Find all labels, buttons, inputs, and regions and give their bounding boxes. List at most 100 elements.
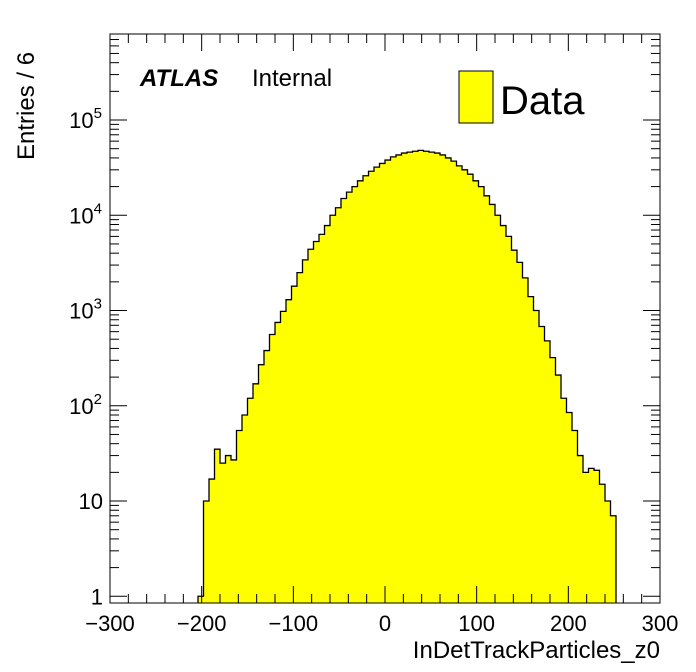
y-tick-label: 1 bbox=[91, 584, 103, 609]
histogram-bar bbox=[203, 501, 210, 603]
histogram-bar bbox=[247, 398, 254, 603]
x-axis-title: InDetTrackParticles_z0 bbox=[413, 637, 660, 664]
x-tick-label: −100 bbox=[269, 611, 319, 636]
histogram-bar bbox=[495, 215, 501, 603]
histogram-bar bbox=[341, 198, 347, 603]
histogram-bar bbox=[324, 225, 331, 604]
histogram-bar bbox=[242, 415, 248, 603]
histogram-bar bbox=[231, 459, 237, 603]
x-tick-label: 0 bbox=[379, 611, 391, 636]
histogram-bar bbox=[214, 449, 221, 603]
histogram-bar bbox=[407, 152, 413, 604]
histogram-bar bbox=[583, 472, 589, 603]
legend: Data bbox=[458, 70, 585, 124]
histogram-bar bbox=[412, 151, 419, 604]
histogram-bar bbox=[594, 470, 600, 603]
histogram-bar bbox=[264, 350, 270, 603]
histogram-bar bbox=[456, 165, 463, 603]
y-tick-label: 104 bbox=[69, 200, 102, 228]
histogram-bar bbox=[258, 364, 265, 603]
histogram-bar bbox=[253, 383, 259, 603]
histogram-bar bbox=[308, 249, 314, 604]
histogram-bar bbox=[605, 501, 611, 603]
x-tick-labels: −300 −200 −100 0 100 200 300 bbox=[85, 611, 678, 636]
histogram-bar bbox=[506, 236, 512, 603]
histogram-bar bbox=[577, 455, 584, 603]
histogram-bar bbox=[550, 357, 556, 603]
histogram-bar bbox=[363, 175, 369, 603]
histogram-bar bbox=[544, 340, 551, 603]
histogram-bar bbox=[198, 596, 204, 603]
histogram-bar bbox=[297, 272, 303, 603]
histogram-bar bbox=[335, 207, 342, 603]
y-tick-label: 102 bbox=[69, 391, 102, 419]
histogram-bar bbox=[473, 180, 479, 603]
histogram-bar bbox=[517, 262, 523, 603]
x-tick-label: 100 bbox=[458, 611, 495, 636]
histogram-bar bbox=[445, 157, 452, 604]
y-tick-label: 10 bbox=[79, 489, 103, 514]
histogram-bar bbox=[396, 154, 402, 604]
x-axis-ticks bbox=[109, 34, 661, 603]
histogram-bar bbox=[225, 455, 232, 603]
histogram-bar bbox=[390, 156, 397, 603]
histogram-bar bbox=[511, 250, 518, 603]
histogram-bar bbox=[286, 299, 292, 603]
x-tick-label: 300 bbox=[642, 611, 679, 636]
histogram-bar bbox=[302, 259, 309, 603]
y-axis-title: Entries / 6 bbox=[13, 52, 40, 160]
histogram-bar bbox=[451, 161, 457, 604]
x-tick-label: −300 bbox=[85, 611, 135, 636]
y-axis-ticks bbox=[110, 33, 660, 597]
histogram-outline bbox=[197, 149, 617, 603]
histogram-bar bbox=[330, 215, 336, 603]
legend-swatch bbox=[458, 70, 494, 124]
histogram-bar bbox=[610, 515, 617, 603]
histogram-bar bbox=[418, 150, 424, 603]
histogram-bar bbox=[401, 153, 408, 603]
histogram-bar bbox=[434, 153, 441, 603]
histogram-bar bbox=[368, 171, 375, 604]
histogram-bar bbox=[533, 310, 540, 603]
histogram-bar bbox=[484, 195, 490, 604]
histogram-bar bbox=[561, 398, 567, 603]
histogram-bar bbox=[489, 204, 496, 603]
histogram-bar bbox=[291, 286, 298, 603]
histogram-bar bbox=[555, 375, 562, 603]
histogram-bar bbox=[522, 277, 529, 603]
atlas-label: ATLAS bbox=[139, 65, 218, 92]
histogram-bar bbox=[440, 154, 446, 604]
histogram-bar bbox=[429, 152, 435, 604]
histogram-bar bbox=[236, 430, 243, 603]
histogram-bar bbox=[539, 326, 545, 603]
y-tick-labels: 1 10 102 103 104 105 bbox=[69, 105, 103, 609]
histogram-bar bbox=[275, 322, 281, 603]
histogram-bar bbox=[346, 192, 353, 603]
histogram-bar bbox=[357, 180, 364, 603]
histogram-bar bbox=[500, 225, 507, 604]
histogram-bar bbox=[478, 186, 485, 603]
legend-entry-data: Data bbox=[500, 79, 585, 123]
histogram-bar bbox=[220, 463, 226, 603]
histogram-bar bbox=[462, 169, 468, 604]
histogram-bar bbox=[269, 334, 276, 603]
x-tick-label: −200 bbox=[177, 611, 227, 636]
histogram-bar bbox=[379, 163, 386, 604]
histogram-bar bbox=[528, 296, 534, 603]
histogram-bar bbox=[588, 468, 595, 603]
histogram-bar bbox=[423, 151, 430, 604]
y-tick-label: 103 bbox=[69, 296, 102, 324]
histogram-bar bbox=[319, 234, 325, 603]
histogram-bar bbox=[374, 167, 380, 603]
histogram-bar bbox=[313, 241, 320, 603]
histogram-bar bbox=[352, 186, 358, 603]
histogram-bar bbox=[566, 412, 573, 603]
histogram-bar bbox=[572, 430, 578, 603]
internal-label: Internal bbox=[252, 65, 332, 92]
histogram-bar bbox=[467, 174, 474, 604]
histogram-bar bbox=[209, 479, 215, 603]
histogram-bar bbox=[599, 484, 606, 603]
x-tick-label: 200 bbox=[550, 611, 587, 636]
histogram-bars bbox=[198, 150, 617, 604]
